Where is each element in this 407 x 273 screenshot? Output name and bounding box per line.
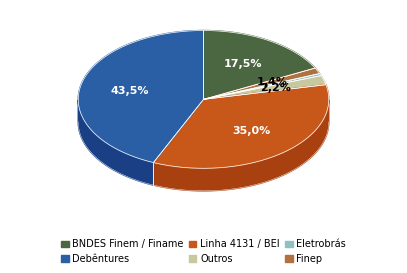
Polygon shape: [204, 68, 319, 99]
Text: 2,2%: 2,2%: [260, 83, 291, 93]
Text: 17,5%: 17,5%: [223, 59, 262, 69]
Polygon shape: [153, 85, 329, 168]
Polygon shape: [204, 76, 326, 99]
Polygon shape: [78, 31, 204, 162]
Legend: BNDES Finem / Finame, Debêntures, Linha 4131 / BEI, Outros, Eletrobrás, Finep: BNDES Finem / Finame, Debêntures, Linha …: [57, 236, 350, 268]
Text: 35,0%: 35,0%: [232, 126, 270, 136]
Text: 43,5%: 43,5%: [111, 86, 149, 96]
Polygon shape: [204, 31, 315, 99]
Polygon shape: [78, 100, 153, 185]
Polygon shape: [204, 73, 321, 99]
Polygon shape: [153, 100, 329, 191]
Text: 1,4%: 1,4%: [256, 77, 287, 87]
